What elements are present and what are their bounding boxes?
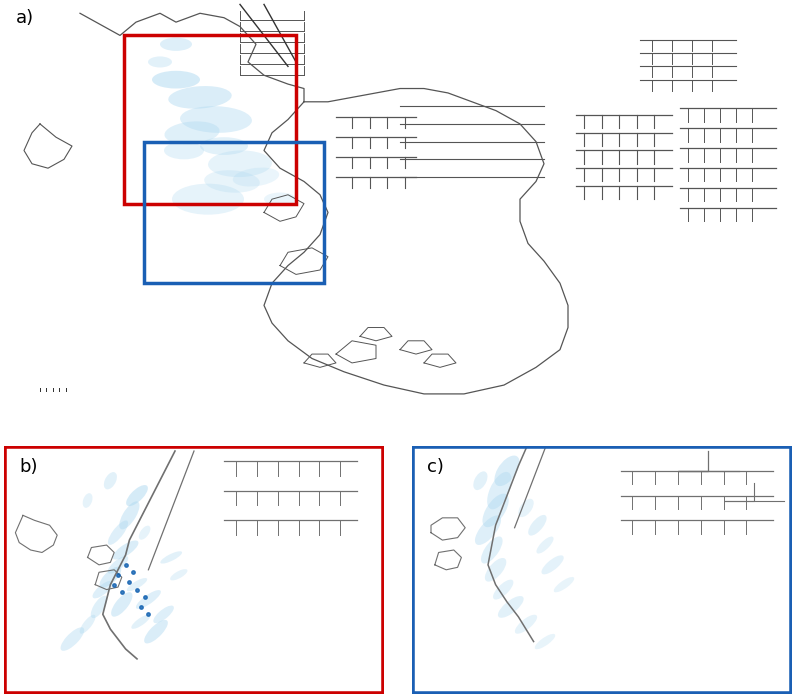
- Text: c): c): [427, 459, 444, 477]
- Ellipse shape: [170, 569, 187, 581]
- Ellipse shape: [148, 56, 172, 68]
- Ellipse shape: [542, 556, 564, 574]
- Ellipse shape: [475, 516, 501, 545]
- Ellipse shape: [104, 472, 117, 489]
- Ellipse shape: [482, 493, 509, 527]
- Ellipse shape: [80, 615, 95, 634]
- Text: b): b): [19, 459, 38, 477]
- Ellipse shape: [208, 151, 272, 177]
- Ellipse shape: [136, 590, 161, 609]
- Ellipse shape: [493, 580, 514, 599]
- Ellipse shape: [494, 456, 519, 486]
- Ellipse shape: [537, 537, 554, 553]
- Ellipse shape: [485, 558, 506, 581]
- Ellipse shape: [534, 634, 555, 649]
- Ellipse shape: [113, 540, 138, 560]
- Ellipse shape: [99, 567, 122, 588]
- Ellipse shape: [515, 615, 537, 634]
- Ellipse shape: [554, 577, 574, 592]
- Ellipse shape: [108, 521, 128, 545]
- Ellipse shape: [233, 167, 279, 187]
- Ellipse shape: [82, 493, 93, 508]
- Ellipse shape: [487, 472, 512, 510]
- Ellipse shape: [126, 485, 148, 506]
- Ellipse shape: [160, 551, 182, 564]
- Ellipse shape: [111, 592, 133, 617]
- Bar: [144, 141, 324, 283]
- Ellipse shape: [168, 86, 232, 109]
- Ellipse shape: [131, 615, 150, 629]
- Ellipse shape: [165, 121, 219, 144]
- Ellipse shape: [528, 515, 546, 535]
- Ellipse shape: [108, 556, 128, 574]
- Ellipse shape: [518, 499, 534, 517]
- Ellipse shape: [144, 620, 168, 643]
- Bar: [124, 36, 296, 204]
- Ellipse shape: [172, 184, 244, 215]
- Ellipse shape: [119, 501, 139, 530]
- Ellipse shape: [164, 141, 204, 160]
- Text: a): a): [16, 9, 34, 27]
- Ellipse shape: [200, 137, 248, 155]
- Ellipse shape: [93, 581, 113, 598]
- Ellipse shape: [154, 606, 174, 623]
- Ellipse shape: [264, 192, 296, 206]
- Ellipse shape: [204, 170, 260, 192]
- Ellipse shape: [160, 38, 192, 51]
- Ellipse shape: [474, 471, 487, 490]
- Ellipse shape: [90, 596, 107, 618]
- Ellipse shape: [180, 106, 252, 133]
- Ellipse shape: [498, 596, 524, 618]
- Ellipse shape: [61, 627, 84, 651]
- Ellipse shape: [481, 537, 502, 564]
- Ellipse shape: [139, 526, 150, 539]
- Ellipse shape: [127, 578, 147, 591]
- Ellipse shape: [152, 71, 200, 89]
